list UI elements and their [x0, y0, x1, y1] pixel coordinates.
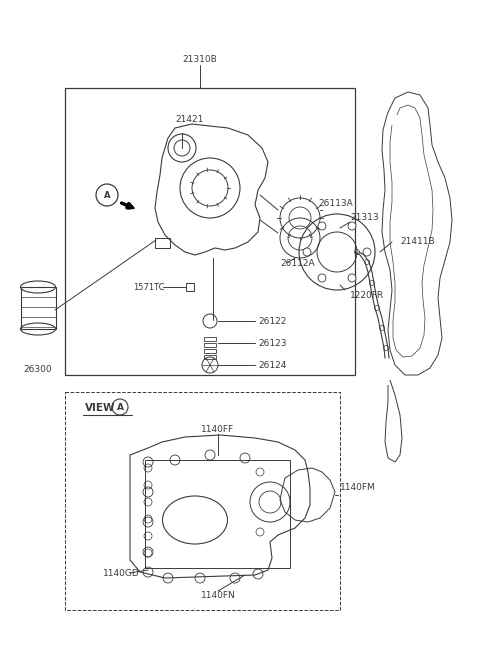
Text: 1140FM: 1140FM — [340, 483, 376, 493]
Circle shape — [318, 274, 326, 282]
Bar — [186, 283, 194, 291]
Text: 26122: 26122 — [258, 316, 287, 325]
Circle shape — [348, 222, 356, 230]
Bar — [65, 88, 355, 375]
Text: 21310B: 21310B — [182, 56, 217, 64]
Text: 1140FN: 1140FN — [201, 590, 235, 600]
Text: A: A — [104, 190, 110, 199]
Circle shape — [348, 274, 356, 282]
Text: 1140GD: 1140GD — [103, 569, 140, 577]
Text: 1140FF: 1140FF — [202, 426, 235, 434]
Text: 1220FR: 1220FR — [350, 291, 384, 300]
Bar — [155, 238, 170, 248]
Text: 26124: 26124 — [258, 361, 287, 369]
Text: 26112A: 26112A — [280, 258, 314, 268]
Text: VIEW: VIEW — [85, 403, 116, 413]
Text: 26123: 26123 — [258, 338, 287, 348]
Circle shape — [363, 248, 371, 256]
Text: 21313: 21313 — [350, 213, 379, 222]
Text: 21411B: 21411B — [400, 237, 434, 247]
Text: 21421: 21421 — [175, 115, 204, 125]
Bar — [21, 287, 56, 329]
Bar — [204, 343, 216, 347]
Text: A: A — [117, 403, 123, 411]
Text: 26113A: 26113A — [318, 199, 353, 207]
Bar — [204, 349, 216, 353]
Text: 1571TC: 1571TC — [133, 283, 165, 291]
Bar — [204, 337, 216, 341]
Text: 26300: 26300 — [24, 365, 52, 375]
Bar — [204, 355, 216, 359]
Circle shape — [318, 222, 326, 230]
Circle shape — [303, 248, 311, 256]
Bar — [145, 460, 290, 568]
Bar — [65, 392, 340, 610]
